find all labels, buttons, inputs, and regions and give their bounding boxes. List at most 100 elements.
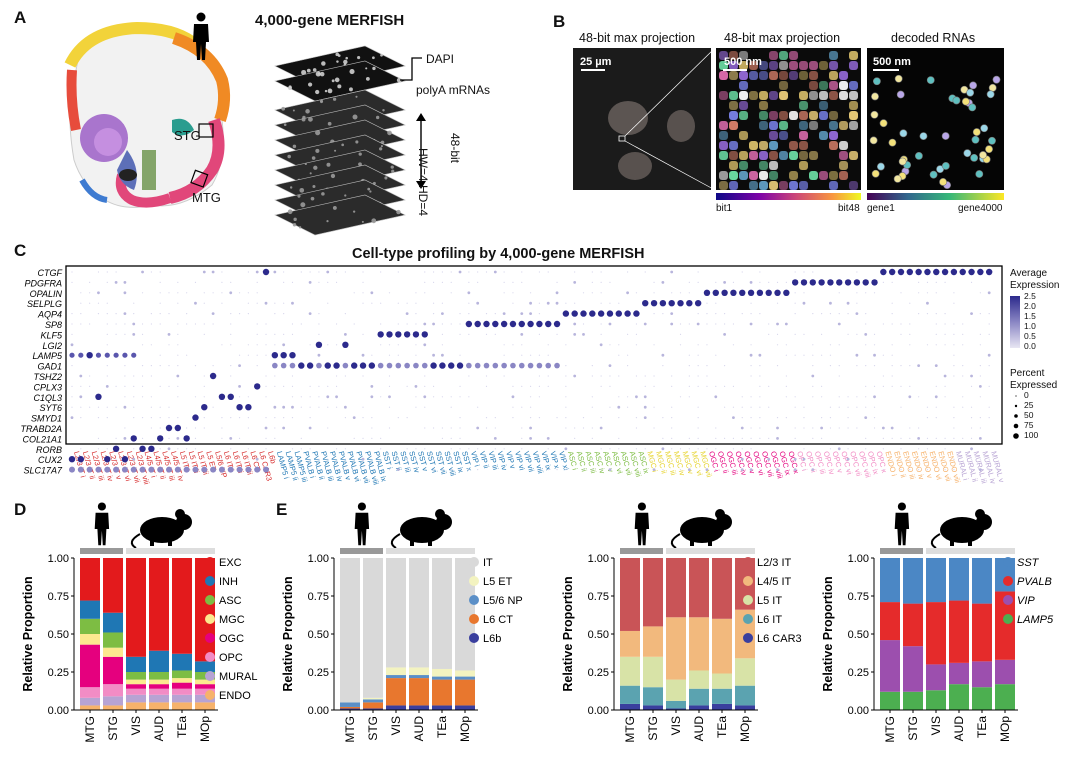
- dot: [415, 302, 417, 304]
- dot: [926, 344, 929, 346]
- dot: [556, 417, 558, 419]
- dot: [785, 385, 787, 387]
- dot: [653, 375, 655, 377]
- dot: [944, 469, 946, 471]
- dot: [715, 281, 717, 283]
- dot: [759, 375, 761, 377]
- dot: [503, 292, 505, 294]
- dot: [821, 417, 823, 419]
- dot: [811, 468, 815, 471]
- dot: [388, 385, 391, 387]
- dot: [362, 271, 364, 273]
- dot: [148, 445, 155, 452]
- dot: [141, 292, 144, 294]
- panel-label-d: D: [14, 500, 27, 519]
- dot: [79, 395, 83, 399]
- dot: [327, 281, 329, 283]
- dot: [555, 301, 559, 305]
- dot: [768, 437, 770, 439]
- dot: [186, 427, 188, 429]
- dot: [106, 313, 108, 315]
- dot: [732, 344, 735, 346]
- dot: [318, 333, 320, 335]
- dot: [335, 375, 338, 377]
- bar-segment: [455, 705, 475, 710]
- dot: [943, 374, 947, 378]
- dot: [856, 333, 858, 335]
- dot: [591, 365, 593, 367]
- dot: [847, 396, 849, 398]
- dot: [432, 458, 435, 460]
- dot: [574, 458, 576, 460]
- legend-swatch: [469, 576, 479, 586]
- dot: [988, 323, 990, 325]
- dot: [536, 320, 543, 328]
- dot: [661, 281, 665, 284]
- dot: [89, 458, 91, 460]
- dot: [441, 271, 443, 273]
- dot: [606, 310, 614, 317]
- bar-segment: [880, 602, 900, 641]
- dot: [256, 333, 258, 335]
- dot: [352, 416, 356, 419]
- x-tick-label: TEa: [175, 716, 189, 738]
- dot: [909, 385, 911, 387]
- dot: [953, 333, 955, 335]
- dot: [732, 448, 735, 450]
- bar-segment: [949, 662, 969, 685]
- dot: [194, 323, 197, 325]
- dot: [395, 362, 402, 369]
- dot: [176, 374, 180, 378]
- dot: [821, 354, 823, 356]
- dot: [221, 458, 223, 460]
- y-tick-label: 0.00: [308, 705, 329, 717]
- dot: [123, 405, 127, 409]
- dot: [794, 313, 796, 315]
- stack-bracket: [400, 57, 422, 81]
- dot: [115, 458, 117, 460]
- dot: [697, 271, 699, 273]
- dot: [212, 406, 214, 408]
- gene-label-lgi2: LGI2: [42, 341, 62, 351]
- dot: [150, 365, 152, 367]
- dot: [862, 279, 869, 286]
- dot: [653, 427, 655, 429]
- bar-segment: [409, 558, 429, 668]
- bar-segment: [80, 687, 100, 698]
- dot: [935, 458, 937, 460]
- dot: [209, 372, 217, 380]
- dot: [124, 365, 126, 367]
- dot: [432, 427, 435, 429]
- dot: [230, 344, 232, 346]
- dot: [424, 385, 426, 387]
- dot: [785, 417, 787, 419]
- dot: [671, 385, 673, 387]
- dot: [424, 281, 426, 283]
- dot: [688, 375, 690, 377]
- dot: [256, 354, 258, 356]
- bar-segment: [689, 670, 709, 689]
- dot: [697, 417, 699, 419]
- gene-label-selplg: SELPLG: [27, 299, 62, 309]
- dot: [106, 344, 108, 346]
- bar-segment: [340, 706, 360, 709]
- dot: [388, 469, 391, 471]
- x-tick-label: MOp: [738, 716, 752, 742]
- dot: [194, 437, 197, 439]
- dot: [970, 458, 973, 460]
- dot: [520, 312, 524, 315]
- bar-segment: [172, 694, 192, 703]
- dot: [803, 406, 805, 408]
- dot: [115, 313, 117, 315]
- dot: [415, 323, 417, 325]
- dot: [133, 385, 135, 387]
- dot: [493, 437, 497, 440]
- legend-label: EXC: [219, 557, 242, 569]
- dot: [441, 427, 443, 429]
- bar-segment: [126, 679, 146, 685]
- dot: [177, 281, 179, 283]
- dot: [194, 301, 197, 305]
- dot: [97, 448, 100, 450]
- dot: [741, 313, 743, 315]
- dot: [741, 417, 743, 419]
